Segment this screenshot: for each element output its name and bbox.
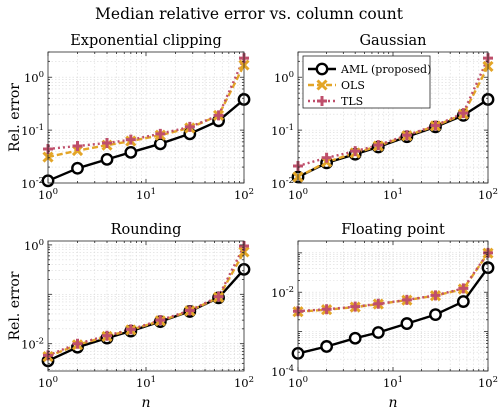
series-line-tls [297,252,489,313]
grid [298,241,488,371]
data-point-tls [373,140,384,151]
x-axis-label: n [388,395,397,411]
data-point-tls [184,121,195,132]
data-point-aml [124,145,138,159]
data-point-tls [350,301,361,312]
y-tick-label: 10-2 [271,285,294,300]
data-point-tls [430,120,441,131]
x-tick-label: 101 [136,187,156,202]
legend-label: OLS [341,79,365,92]
x-tick-label: 100 [38,187,58,202]
panel-4: 100 101 102 10-4 10-2 Floating point n [271,222,498,411]
data-point-tls [321,304,332,315]
data-point-tls [72,141,83,152]
x-tick-label: 102 [478,375,498,390]
legend-label: AML (proposed) [340,63,431,76]
x-tick-label: 101 [136,375,156,390]
y-axis-label: Rel. error [7,271,23,340]
data-point-tls [155,128,166,139]
grid [48,52,244,183]
data-point-tls [401,294,412,305]
ticks [297,51,489,184]
data-point-aml [456,295,470,308]
ticks [297,240,489,372]
data-point-tls [102,138,113,149]
legend-label: TLS [341,95,363,108]
legend: AML (proposed) OLS TLS [302,55,431,109]
legend-marker [316,79,328,91]
x-tick-label: 102 [234,375,254,390]
data-point-tls [321,152,332,163]
data-point-aml [371,326,385,339]
y-tick-label: 10-2 [21,176,44,191]
data-point-tls [213,291,224,302]
data-point-aml [320,340,333,353]
panel-title: Floating point [341,222,445,238]
y-axis-label: Rel. error [7,83,23,152]
data-point-tls [373,298,384,309]
x-tick-label: 100 [38,375,58,390]
data-point-tls [155,315,166,326]
data-point-aml [100,152,114,166]
ticks [47,51,245,184]
y-tick-label: 10-2 [271,176,294,191]
ticks [47,241,245,371]
data-point-tls [102,330,113,341]
y-tick-label: 10-1 [271,123,294,138]
panel-title: Exponential clipping [70,33,222,49]
panel-1: 100 101 102 10-2 10-1 100 Exponential clipping… [7,33,254,202]
panel-2: 100 101 102 10-2 10-1 100 Gaussian AML (propose… [271,33,498,202]
panel-title: Rounding [111,222,182,238]
data-point-tls [458,108,469,119]
y-tick-label: 10-4 [271,364,294,379]
data-point-tls [72,338,83,349]
data-point-tls [350,146,361,157]
legend-marker [317,96,327,106]
x-tick-label: 102 [478,187,498,202]
y-tick-label: 100 [24,238,44,253]
data-point-tls [125,324,136,335]
data-point-aml [348,331,362,345]
figure-title: Median relative error vs. column count [95,5,404,23]
data-point-tls [430,290,441,301]
data-point-tls [184,305,195,316]
data-point-tls [213,110,224,121]
legend-marker [315,62,329,76]
panel-title: Gaussian [359,33,426,49]
x-axis-label: n [141,395,150,411]
y-tick-label: 100 [274,70,294,85]
y-tick-label: 10-2 [21,337,44,352]
x-tick-label: 102 [234,187,254,202]
series-line-ols [47,64,246,159]
x-tick-label: 100 [288,375,308,390]
data-point-tls [458,283,469,294]
x-tick-label: 100 [288,187,308,202]
data-point-tls [125,134,136,145]
data-point-tls [401,130,412,141]
data-point-aml [400,317,414,330]
data-point-aml [71,161,84,175]
y-tick-label: 100 [24,70,44,85]
panel-3: 100 101 102 10-2 100 Rounding Rel. error n [7,222,254,411]
data-point-aml [429,308,442,322]
panels: 100 101 102 10-2 10-1 100 Exponential clipping… [7,33,498,411]
x-tick-label: 101 [383,375,403,390]
y-tick-label: 10-1 [21,123,44,138]
x-tick-label: 101 [383,187,403,202]
